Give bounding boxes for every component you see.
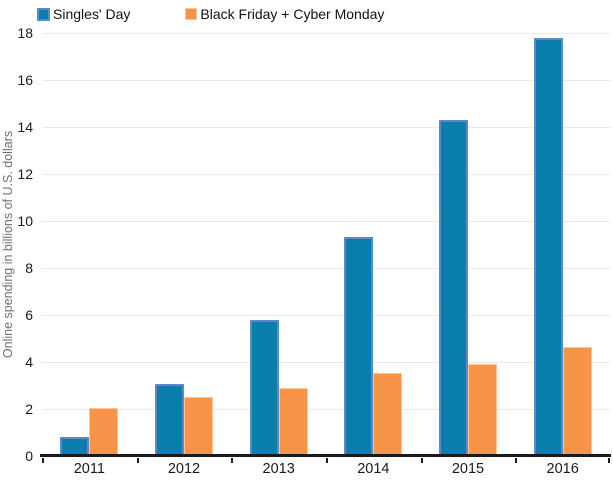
gridline-16	[42, 79, 610, 81]
x-axis-tick-mark	[42, 458, 44, 463]
legend-label-black-friday-cyber-monday: Black Friday + Cyber Monday	[200, 6, 385, 22]
bar-black-friday-cyber-monday-2011	[89, 408, 119, 454]
x-tick-label-2012: 2012	[167, 461, 201, 477]
x-axis-tick-mark	[515, 458, 517, 463]
legend-item-singles-day: Singles' Day	[37, 6, 130, 22]
x-axis-tick-mark	[421, 458, 423, 463]
x-tick-label-2016: 2016	[546, 461, 579, 477]
x-axis-tick-mark	[326, 458, 328, 463]
bar-singles-day-2011	[60, 437, 90, 454]
gridline-18	[42, 32, 610, 34]
gridline-12	[42, 173, 610, 175]
y-axis-title: Online spending in billions of U.S. doll…	[1, 130, 15, 359]
bar-singles-day-2014	[344, 237, 374, 454]
bar-black-friday-cyber-monday-2012	[184, 397, 213, 454]
legend: Singles' Day Black Friday + Cyber Monday	[37, 6, 384, 22]
gridline-14	[42, 126, 610, 128]
black-friday-cyber-monday-swatch-icon	[185, 8, 198, 20]
x-tick-label-2015: 2015	[451, 461, 485, 477]
gridline-8	[42, 267, 610, 269]
bar-black-friday-cyber-monday-2014	[373, 373, 403, 454]
x-tick-label-2014: 2014	[357, 461, 390, 477]
gridline-6	[42, 314, 610, 316]
x-tick-label-2013: 2013	[262, 461, 295, 477]
bar-black-friday-cyber-monday-2013	[278, 388, 308, 454]
gridline-10	[42, 220, 610, 222]
x-axis-tick-mark	[608, 458, 610, 463]
gridline-2	[42, 408, 610, 410]
bar-singles-day-2013	[249, 320, 279, 454]
x-axis-tick-mark	[231, 458, 233, 463]
bar-black-friday-cyber-monday-2016	[562, 347, 592, 454]
bar-singles-day-2012	[155, 384, 184, 454]
bar-singles-day-2016	[533, 38, 563, 454]
bar-singles-day-2015	[439, 120, 468, 454]
x-axis-tick-mark	[137, 458, 139, 463]
bar-black-friday-cyber-monday-2015	[468, 364, 497, 454]
plot-area	[40, 32, 611, 463]
singles-day-swatch-icon	[37, 7, 50, 21]
gridline-4	[42, 361, 610, 363]
legend-item-black-friday-cyber-monday: Black Friday + Cyber Monday	[185, 6, 384, 22]
x-axis-line	[40, 454, 611, 457]
x-tick-label-2011: 2011	[73, 461, 105, 477]
legend-label-singles-day: Singles' Day	[53, 6, 131, 22]
